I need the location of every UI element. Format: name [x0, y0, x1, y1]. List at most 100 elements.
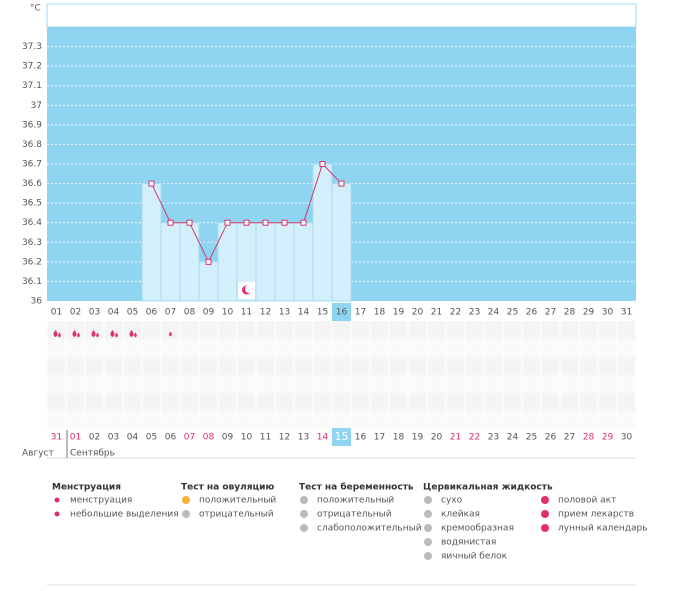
legend-item: сухо — [441, 496, 463, 506]
legend-item: половой акт — [558, 496, 616, 506]
drop-icon — [72, 330, 77, 337]
x-tick-label: 31 — [621, 308, 632, 318]
y-tick-label: 36.4 — [22, 218, 42, 228]
legend-icon — [300, 496, 308, 504]
x-tick-label: 05 — [127, 308, 138, 318]
date-label: 10 — [241, 433, 253, 443]
legend-icon — [541, 510, 549, 518]
y-tick-label: 36.5 — [22, 199, 42, 209]
y-tick-label: 36.1 — [22, 277, 42, 287]
temp-point — [300, 219, 307, 226]
legend-icon — [54, 511, 60, 517]
legend-icon — [182, 496, 190, 504]
x-tick-label: 14 — [298, 308, 310, 318]
legend-item: отрицательный — [317, 510, 392, 520]
y-tick-label: 37 — [31, 101, 42, 111]
temp-point — [319, 161, 326, 167]
y-tick-label: 36.2 — [22, 257, 42, 267]
date-label: 08 — [203, 433, 215, 443]
legend-icon — [300, 510, 308, 518]
y-tick-label: 36.6 — [22, 179, 42, 189]
x-tick-label: 06 — [146, 308, 158, 318]
legend-item: менструация — [70, 496, 132, 506]
drop-icon — [58, 332, 61, 338]
chart-header — [46, 3, 637, 28]
x-tick-label: 15 — [317, 308, 328, 318]
legend-item: лунный календарь — [558, 524, 648, 534]
date-label: 15 — [335, 430, 349, 443]
temp-column — [255, 222, 276, 302]
row-band — [47, 339, 636, 357]
legend-title: Тест на беременность — [299, 482, 414, 493]
x-tick-label: 25 — [507, 308, 518, 318]
x-tick-label: 16 — [336, 308, 348, 318]
date-label: 26 — [545, 433, 557, 443]
temp-column — [274, 222, 295, 302]
temp-column — [293, 222, 314, 302]
x-tick-label: 28 — [564, 308, 576, 318]
drop-icon — [91, 330, 96, 337]
temp-point — [205, 258, 212, 265]
legend-icon — [424, 552, 432, 560]
y-unit: °C — [30, 4, 41, 14]
legend-icon — [182, 510, 190, 518]
date-label: 22 — [469, 433, 480, 443]
legend-item: слабоположительный — [317, 524, 422, 534]
drop-icon — [134, 332, 137, 338]
x-tick-label: 18 — [374, 308, 386, 318]
row-band — [47, 393, 636, 411]
row-band — [47, 411, 636, 429]
temp-point — [338, 180, 345, 187]
date-label: 03 — [108, 433, 119, 443]
date-label: 16 — [355, 433, 367, 443]
date-label: 27 — [564, 433, 575, 443]
row-band — [47, 375, 636, 393]
date-label: 21 — [450, 433, 461, 443]
y-tick-label: 36.3 — [22, 238, 42, 248]
x-tick-label: 19 — [393, 308, 405, 318]
x-tick-label: 21 — [431, 308, 442, 318]
month-label: Август — [22, 449, 54, 459]
x-tick-label: 03 — [89, 308, 100, 318]
x-tick-label: 07 — [165, 308, 176, 318]
x-tick-label: 26 — [526, 308, 538, 318]
x-tick-label: 23 — [469, 308, 480, 318]
date-label: 07 — [184, 433, 195, 443]
x-tick-label: 11 — [241, 308, 252, 318]
legend-item: клейкая — [441, 510, 480, 520]
legend-item: кремообразная — [441, 524, 514, 534]
lunar-icon — [245, 285, 253, 293]
y-tick-label: 36.7 — [22, 160, 42, 170]
date-label: 24 — [507, 433, 519, 443]
drop-icon — [129, 330, 134, 337]
date-label: 01 — [70, 433, 81, 443]
temp-column — [331, 183, 352, 302]
date-label: 09 — [222, 433, 234, 443]
temp-point — [186, 219, 193, 226]
day-highlight — [332, 303, 351, 321]
date-label: 31 — [51, 433, 62, 443]
y-tick-label: 37.1 — [22, 81, 42, 91]
temp-point — [281, 219, 288, 226]
temp-column — [160, 222, 181, 302]
legend-title: Тест на овуляцию — [181, 483, 274, 493]
date-label: 12 — [279, 433, 290, 443]
drop-icon — [110, 330, 115, 337]
date-label: 19 — [412, 433, 424, 443]
date-label: 30 — [621, 433, 633, 443]
legend-icon — [541, 496, 549, 504]
date-label: 14 — [317, 433, 329, 443]
date-label: 02 — [89, 433, 100, 443]
temp-point — [148, 180, 155, 187]
day-highlight — [332, 428, 351, 446]
y-tick-label: 36 — [31, 297, 43, 307]
date-label: 04 — [127, 433, 139, 443]
x-tick-label: 08 — [184, 308, 196, 318]
date-label: 05 — [146, 433, 157, 443]
date-label: 23 — [488, 433, 499, 443]
x-tick-label: 04 — [108, 308, 120, 318]
legend-item: прием лекарств — [558, 510, 634, 520]
row-band — [47, 321, 636, 339]
